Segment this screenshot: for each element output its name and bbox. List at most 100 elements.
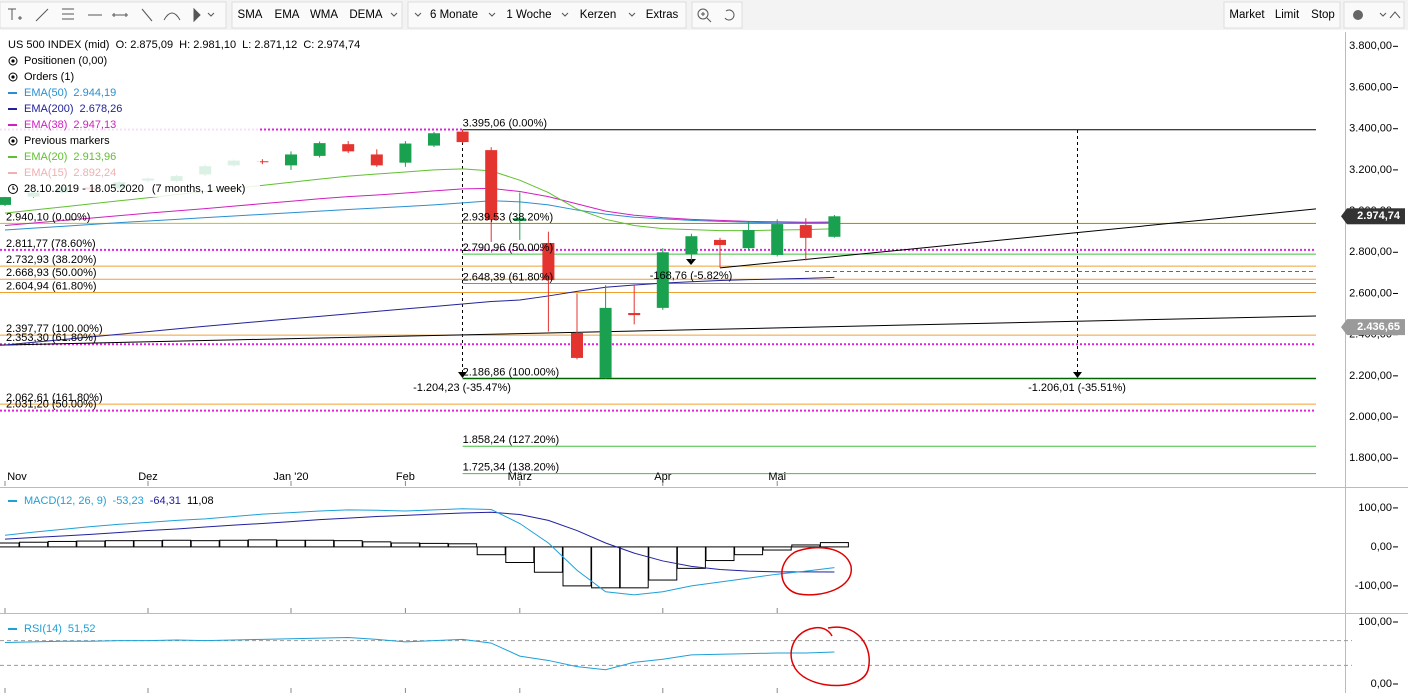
histogram-bar (190, 540, 220, 548)
measure-arrow (686, 259, 696, 265)
measure-label: -168,76 (-5.82%) (650, 270, 733, 282)
y-tick-label: 0,00 (1371, 678, 1392, 690)
y-tick-label: 100,00 (1358, 502, 1392, 514)
indicator-button[interactable]: EMA (275, 9, 300, 21)
candle-body (599, 307, 612, 378)
candle-body (542, 243, 555, 281)
x-tick-label: Jan '20 (273, 471, 308, 483)
icon-arrow[interactable] (193, 7, 201, 23)
level-label: 2.668,93 (50.00%) (6, 267, 97, 279)
y-tick-label: 3.800,00 (1349, 40, 1392, 52)
icon-arc[interactable] (163, 12, 181, 21)
chart-title: US 500 INDEX (mid) O: 2.875,09 H: 2.981,… (8, 39, 360, 51)
candle-body (771, 224, 784, 255)
icon-text[interactable] (8, 8, 22, 20)
order-button[interactable]: Market (1229, 9, 1265, 21)
ema-line (4, 168, 835, 232)
panel-title: RSI(14) (24, 623, 62, 635)
retracement-label: 2.790,96 (50.00%) (463, 242, 554, 254)
y-tick-label: 100,00 (1358, 616, 1392, 628)
order-button[interactable]: Limit (1275, 9, 1300, 21)
legend-entry[interactable]: Previous markers (24, 135, 110, 147)
indicator-group[interactable] (231, 1, 403, 29)
histogram-bar (648, 546, 678, 581)
level-label: 2.353,30 (61.80%) (6, 332, 97, 344)
candle-body (256, 161, 269, 163)
level-label: 2.940,10 (0.00%) (6, 211, 90, 223)
legend-icon[interactable] (8, 72, 18, 82)
zoom-icon[interactable] (697, 8, 709, 20)
candle-body (628, 313, 641, 316)
histogram-bar (0, 542, 20, 548)
histogram-bar (734, 546, 764, 556)
icon-line[interactable] (35, 8, 49, 22)
legend-icon-dot (11, 59, 15, 63)
candle-body (685, 236, 698, 255)
panel-title: MACD(12, 26, 9) (24, 495, 107, 507)
legend-value: 2.678,26 (80, 103, 123, 115)
legend-icon-dot (11, 139, 15, 143)
level-label: 2.062,61 (161.80%) (6, 392, 103, 404)
date-range: 28.10.2019 - 18.05.2020 (24, 183, 144, 195)
histogram-bar (505, 546, 535, 563)
measure-label: -1.204,23 (-35.47%) (413, 382, 511, 394)
y-tick-label: -100,00 (1355, 580, 1392, 592)
x-tick-label: Feb (396, 471, 415, 483)
icon-measure[interactable] (112, 13, 128, 17)
icon-pen[interactable] (141, 8, 153, 22)
price-label: 2.436,65 (1357, 321, 1400, 333)
histogram-bar (305, 539, 335, 548)
hand-drawn-circle (781, 546, 852, 596)
legend-value: -53,23 (113, 495, 144, 507)
level-label: 2.604,94 (61.80%) (6, 280, 97, 292)
histogram-bar (533, 546, 563, 573)
legend-entry[interactable]: Orders (1) (24, 71, 74, 83)
settings-icon[interactable] (1353, 10, 1363, 20)
level-label: 2.397,77 (100.00%) (6, 323, 103, 335)
reset-icon[interactable] (724, 9, 735, 21)
indicator-button[interactable]: WMA (310, 9, 338, 21)
icon-dropdown[interactable] (207, 12, 215, 17)
hand-drawn-circle (790, 626, 870, 687)
legend-icon[interactable] (8, 136, 18, 146)
histogram-bar (448, 543, 478, 548)
legend-name: EMA(200) (24, 103, 74, 115)
legend-entry[interactable]: Positionen (0,00) (24, 55, 107, 67)
order-group[interactable] (1223, 1, 1341, 29)
histogram-bar (705, 546, 735, 562)
legend-value: 2.947,13 (73, 119, 116, 131)
candle-body (456, 131, 469, 143)
interval-button[interactable]: 1 Woche (506, 9, 551, 21)
style-button[interactable]: Kerzen (580, 9, 616, 21)
retracement-label: 2.186,86 (100.00%) (463, 366, 560, 378)
histogram-bar (219, 539, 249, 548)
retracement-label: 1.725,34 (138.20%) (463, 462, 560, 474)
chart-area (0, 32, 1408, 693)
candle-body (399, 143, 412, 163)
range-button[interactable]: 6 Monate (430, 9, 478, 21)
settings-group[interactable] (407, 1, 687, 29)
dropdown[interactable] (390, 12, 398, 17)
candle-body (285, 154, 297, 166)
histogram-bar (76, 540, 106, 548)
candle-body (313, 143, 326, 156)
indicator-button[interactable]: DEMA (349, 9, 383, 21)
y-tick-label: 2.200,00 (1349, 370, 1392, 382)
icon-fib[interactable] (62, 8, 74, 20)
legend-value: 11,08 (187, 495, 214, 507)
histogram-bar (47, 540, 77, 548)
price-label-pointer (1341, 319, 1347, 336)
extras-button[interactable]: Extras (646, 9, 679, 21)
legend-value: 51,52 (68, 623, 96, 635)
histogram-bar (819, 542, 849, 548)
candle-body (513, 218, 526, 221)
legend-value: -64,31 (150, 495, 181, 507)
candle-body (656, 252, 669, 308)
order-button[interactable]: Stop (1311, 9, 1335, 21)
indicator-button[interactable]: SMA (238, 9, 263, 21)
x-tick-label: März (508, 471, 532, 483)
candle-body (571, 333, 583, 358)
legend-icon[interactable] (8, 56, 18, 66)
y-tick-label: 2.000,00 (1349, 411, 1392, 423)
rsi-line (4, 637, 835, 671)
